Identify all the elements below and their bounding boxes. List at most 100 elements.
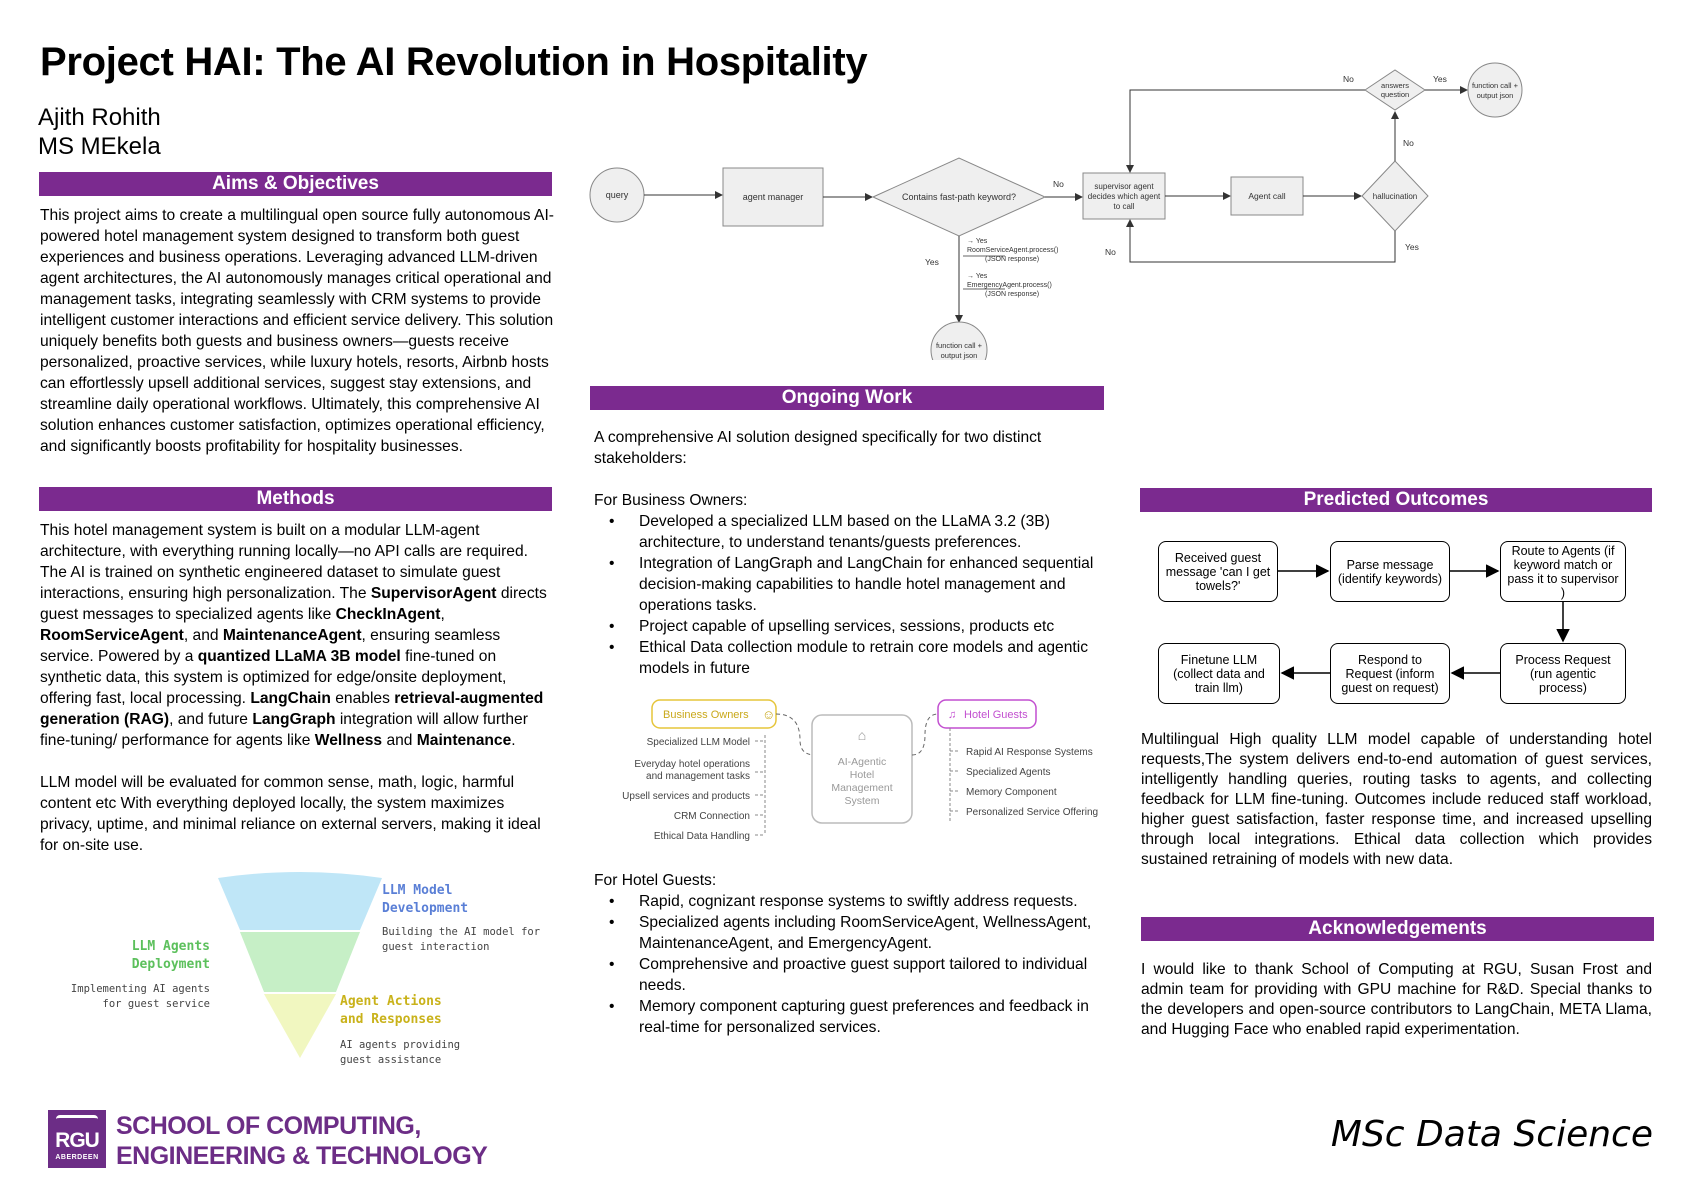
fast-path-1-line-3: (JSON response) <box>985 256 1039 263</box>
outcomes-text: Multilingual High quality LLM model capa… <box>1141 731 1652 868</box>
center-label-1: AI-Agentic <box>838 756 886 768</box>
answers-no-label: No <box>1343 74 1354 84</box>
owners-connector <box>755 735 766 836</box>
answers-label-1: answers <box>1381 81 1409 90</box>
owners-item-5: Ethical Data Handling <box>654 831 750 842</box>
parse-message-box: Parse message (identify keywords) <box>1330 541 1450 602</box>
owners-item-2b: and management tasks <box>646 771 750 782</box>
text-run: , and future <box>169 711 253 728</box>
funnel-left-desc-2: for guest service <box>103 998 210 1010</box>
llama-term: quantized LLaMA 3B model <box>197 648 401 665</box>
rgu-logo-subtext: ABERDEEN <box>55 1154 99 1161</box>
methods-text: This hotel management system is built on… <box>40 520 555 856</box>
hotel-guests-label: Hotel Guests <box>964 709 1028 721</box>
author-2: MS MEkela <box>38 133 161 160</box>
route-agents-box: Route to Agents (if keyword match or pas… <box>1500 541 1626 602</box>
hallucination-node <box>1361 160 1429 232</box>
author-1: Ajith Rohith <box>38 104 161 131</box>
fast-output-node <box>930 321 988 360</box>
langchain-term: LangChain <box>250 690 331 707</box>
owners-item-2a: Everyday hotel operations <box>634 759 750 770</box>
guests-heading: For Hotel Guests: <box>594 872 717 889</box>
supervisor-label-3: to call <box>1114 202 1135 211</box>
guests-item-4: Personalized Service Offering <box>966 807 1098 818</box>
funnel-middle-segment <box>240 932 360 992</box>
funnel-left-title-2: Deployment <box>132 957 210 972</box>
ongoing-bottom-text: For Hotel Guests: Rapid, cognizant respo… <box>594 870 1104 1038</box>
owners-item-4: CRM Connection <box>674 811 750 822</box>
funnel-diagram: LLM Model Development Building the AI mo… <box>71 872 540 1066</box>
list-item: Ethical Data collection module to retrai… <box>594 637 1104 679</box>
decision-label: Contains fast-path keyword? <box>902 192 1016 202</box>
hotel-guests-pill <box>937 699 1037 729</box>
guests-item-2: Specialized Agents <box>966 767 1051 778</box>
fast-path-2-line-2: EmergencyAgent.process() <box>967 282 1052 289</box>
text-run: directs guest messages to specialized ag… <box>40 585 547 623</box>
text-run: This hotel management system is built on… <box>40 522 528 602</box>
finetune-llm-box: Finetune LLM (collect data and train llm… <box>1158 643 1280 704</box>
supervisor-agent-term: SupervisorAgent <box>370 585 497 602</box>
funnel-right-desc-1: AI agents providing <box>340 1039 460 1051</box>
methods-paragraph-1: This hotel management system is built on… <box>40 520 555 751</box>
agent-manager-node <box>722 167 824 227</box>
hallucination-label: hallucination <box>1373 192 1417 201</box>
respond-request-box: Respond to Request (inform guest on requ… <box>1330 643 1450 704</box>
center-label-3: Management <box>831 782 892 794</box>
guests-item-1: Rapid AI Response Systems <box>966 747 1093 758</box>
text-run: , ensuring seamless service. Powered by … <box>40 627 501 665</box>
fast-path-yes-label: Yes <box>925 257 939 267</box>
funnel-left-title-1: LLM Agents <box>132 939 210 954</box>
hotel-system-icon: ⌂ <box>858 727 866 743</box>
text-run: . <box>511 732 516 749</box>
supervisor-node <box>1082 172 1166 220</box>
poster-title: Project HAI: The AI Revolution in Hospit… <box>40 40 868 84</box>
langgraph-term: LangGraph <box>252 711 336 728</box>
fast-output-label-2: output json <box>941 351 978 360</box>
text-run: , and <box>183 627 223 644</box>
text-run: fine-tuned on synthetic data, this syste… <box>40 648 507 707</box>
ack-text: I would like to thank School of Computin… <box>1141 961 1652 1038</box>
aims-text: This project aims to create a multilingu… <box>40 207 554 455</box>
text-run: enables <box>330 690 395 707</box>
funnel-top-title-2: Development <box>382 901 468 916</box>
final-output-label-1: function call + <box>1472 81 1519 90</box>
hallucination-no-label: No <box>1403 138 1414 148</box>
owners-person-icon: ☺ <box>762 707 775 722</box>
aims-heading: Aims & Objectives <box>39 172 552 196</box>
fast-path-1-line-1: → Yes <box>967 238 988 245</box>
stakeholder-diagram: Business Owners ☺ Specialized LLM Model … <box>622 699 1098 842</box>
school-name-line-1: SCHOOL OF COMPUTING, <box>116 1112 421 1140</box>
ack-heading: Acknowledgements <box>1141 917 1654 941</box>
guests-item-3: Memory Component <box>966 787 1057 798</box>
funnel-top-title-1: LLM Model <box>382 883 452 898</box>
process-request-box: Process Request (run agentic process) <box>1500 643 1626 704</box>
flow-arrow <box>1126 219 1396 263</box>
checkin-agent-term: CheckInAgent <box>335 606 441 623</box>
ongoing-intro: A comprehensive AI solution designed spe… <box>594 429 1042 467</box>
loop-no-label: No <box>1105 247 1116 257</box>
list-item: Project capable of upselling services, s… <box>594 616 1104 637</box>
final-output-node <box>1467 62 1523 118</box>
owners-item-1: Specialized LLM Model <box>647 737 750 748</box>
funnel-right-desc-2: guest assistance <box>340 1054 441 1066</box>
program-name: MSc Data Science <box>1330 1114 1653 1155</box>
answers-label-2: question <box>1381 90 1409 99</box>
agent-flowchart: query agent manager Contains fast-path k… <box>589 62 1523 360</box>
owners-heading: For Business Owners: <box>594 492 748 509</box>
agent-manager-label: agent manager <box>743 192 804 202</box>
supervisor-label-2: decides which agent <box>1088 192 1161 201</box>
list-item: Rapid, cognizant response systems to swi… <box>594 891 1104 912</box>
maintenance-term: Maintenance <box>416 732 512 749</box>
answers-yes-label: Yes <box>1433 74 1447 84</box>
funnel-top-desc-2: guest interaction <box>382 941 489 953</box>
funnel-top-segment <box>218 872 382 930</box>
funnel-right-title-1: Agent Actions <box>340 994 442 1009</box>
bell-icon: ♫ <box>948 709 956 721</box>
school-name-line-2: ENGINEERING & TECHNOLOGY <box>116 1142 488 1170</box>
list-item: Integration of LangGraph and LangChain f… <box>594 553 1104 616</box>
maintenance-agent-term: MaintenanceAgent <box>222 627 362 644</box>
guests-connector <box>949 728 960 823</box>
query-label: query <box>606 190 629 200</box>
rgu-logo-badge: RGU ABERDEEN <box>48 1110 106 1168</box>
text-run: , <box>440 606 445 623</box>
